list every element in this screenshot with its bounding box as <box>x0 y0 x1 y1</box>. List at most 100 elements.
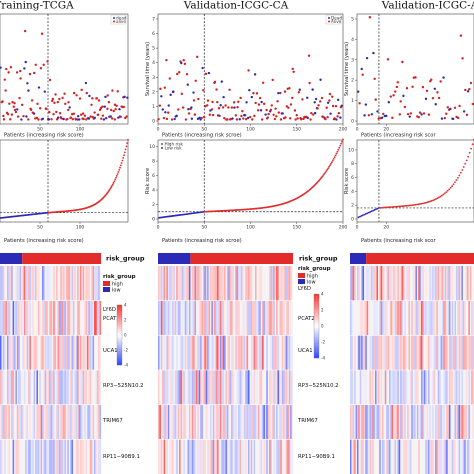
heatmap-cell <box>446 335 448 370</box>
heatmap-cell <box>397 335 399 370</box>
heatmap-cell <box>276 300 278 336</box>
survival-point <box>427 113 431 116</box>
risk-point <box>323 172 326 175</box>
heatmap-cell <box>414 335 416 370</box>
heatmap-cell <box>229 370 232 405</box>
heatmap-cell <box>14 335 16 370</box>
heatmap-cell <box>201 300 204 336</box>
heatmap-cell <box>67 335 69 370</box>
risk-group-legend-0: risk_group high low <box>103 274 136 294</box>
survival-ytick-label: 2 <box>351 78 354 84</box>
risk-point <box>410 204 413 207</box>
heatmap-cell <box>468 335 470 370</box>
survival-point <box>260 100 263 104</box>
survival-legend-box <box>325 14 342 25</box>
heatmap-cell <box>248 439 250 474</box>
survival-point <box>420 113 423 116</box>
survival-point <box>240 114 243 118</box>
heatmap-cell <box>57 439 60 474</box>
heatmap-cell <box>18 370 20 405</box>
heatmap-cell <box>8 335 10 370</box>
colorbar-segment <box>314 338 319 342</box>
heatmap-cell <box>181 370 184 405</box>
heatmap-cell <box>359 300 362 336</box>
risk-point <box>413 204 415 206</box>
heatmap-cell <box>236 439 239 474</box>
heatmap-cell <box>238 300 240 336</box>
heatmap-cell <box>447 404 450 440</box>
heatmap-cell <box>71 335 74 370</box>
heatmap-cell <box>89 439 92 474</box>
heatmap-cell <box>383 300 385 336</box>
heatmap-cell <box>462 300 465 336</box>
heatmap-cell <box>183 266 185 301</box>
risk-xlabel: Patients (increasing risk score) <box>4 238 84 244</box>
heatmap-cell <box>79 404 82 440</box>
heatmap-cell <box>351 404 353 440</box>
heatmap-cell <box>29 370 31 405</box>
risk-point <box>385 206 388 209</box>
gene-label-1-4: TRIM67 <box>297 418 318 424</box>
survival-point <box>192 99 196 102</box>
heatmap-cell <box>197 370 199 405</box>
heatmap-cell <box>283 300 285 336</box>
survival-point <box>187 107 190 111</box>
heatmap-2 <box>350 253 474 474</box>
risk-point <box>432 199 434 202</box>
heatmap-cell <box>18 266 20 301</box>
survival-point <box>328 99 331 102</box>
heatmap-cell <box>191 335 194 370</box>
survival-point <box>110 108 113 112</box>
risk-point <box>398 205 401 208</box>
heatmap-cell <box>461 300 463 336</box>
survival-point <box>78 118 81 121</box>
heatmap-cell <box>184 404 187 440</box>
survival-point <box>301 98 304 101</box>
heatmap-cell <box>359 404 362 440</box>
survival-point <box>43 90 46 93</box>
survival-point <box>287 106 290 109</box>
survival-point <box>243 114 247 117</box>
risk-point <box>334 154 337 157</box>
heatmap-cell <box>407 404 409 440</box>
heatmap-cell <box>0 300 2 336</box>
survival-point <box>196 55 199 59</box>
heatmap-cell <box>421 300 423 336</box>
survival-point <box>184 118 188 121</box>
heatmap-cell <box>362 266 365 301</box>
heatmap-cell <box>255 335 257 370</box>
heatmap-cell <box>401 404 404 440</box>
heatmap-cell <box>448 404 451 440</box>
heatmap-cell <box>260 335 263 370</box>
survival-ytick-label: 7 <box>152 17 155 23</box>
colorbar-1: 420-2-4 <box>313 291 325 360</box>
heatmap-cell <box>16 335 19 370</box>
heatmap-cell <box>8 370 10 405</box>
heatmap-cell <box>394 439 397 474</box>
colorbar-segment <box>117 307 122 310</box>
heatmap-cell <box>82 335 85 370</box>
heatmap-cell <box>14 300 16 336</box>
heatmap-cell <box>36 439 38 474</box>
heatmap-cell <box>433 335 436 370</box>
heatmap-cell <box>400 335 402 370</box>
heatmap-cell <box>46 266 48 301</box>
survival-point <box>12 105 15 108</box>
survival-point <box>253 73 257 76</box>
risk-point <box>448 188 451 191</box>
survival-point <box>20 103 24 107</box>
heatmap-cell <box>1 266 3 301</box>
heatmap-cell <box>390 404 392 440</box>
heatmap-cell <box>356 439 359 474</box>
heatmap-cell <box>96 404 99 440</box>
survival-point <box>104 95 107 99</box>
heatmap-cell <box>472 404 474 440</box>
heatmap-cell <box>63 439 65 474</box>
heatmap-cell <box>432 439 434 474</box>
heatmap-cell <box>278 300 281 336</box>
heatmap-cell <box>457 266 459 301</box>
heatmap-cell <box>70 404 72 440</box>
heatmap-cell <box>11 266 13 301</box>
heatmap-cell <box>160 300 163 336</box>
survival-point <box>110 117 114 120</box>
